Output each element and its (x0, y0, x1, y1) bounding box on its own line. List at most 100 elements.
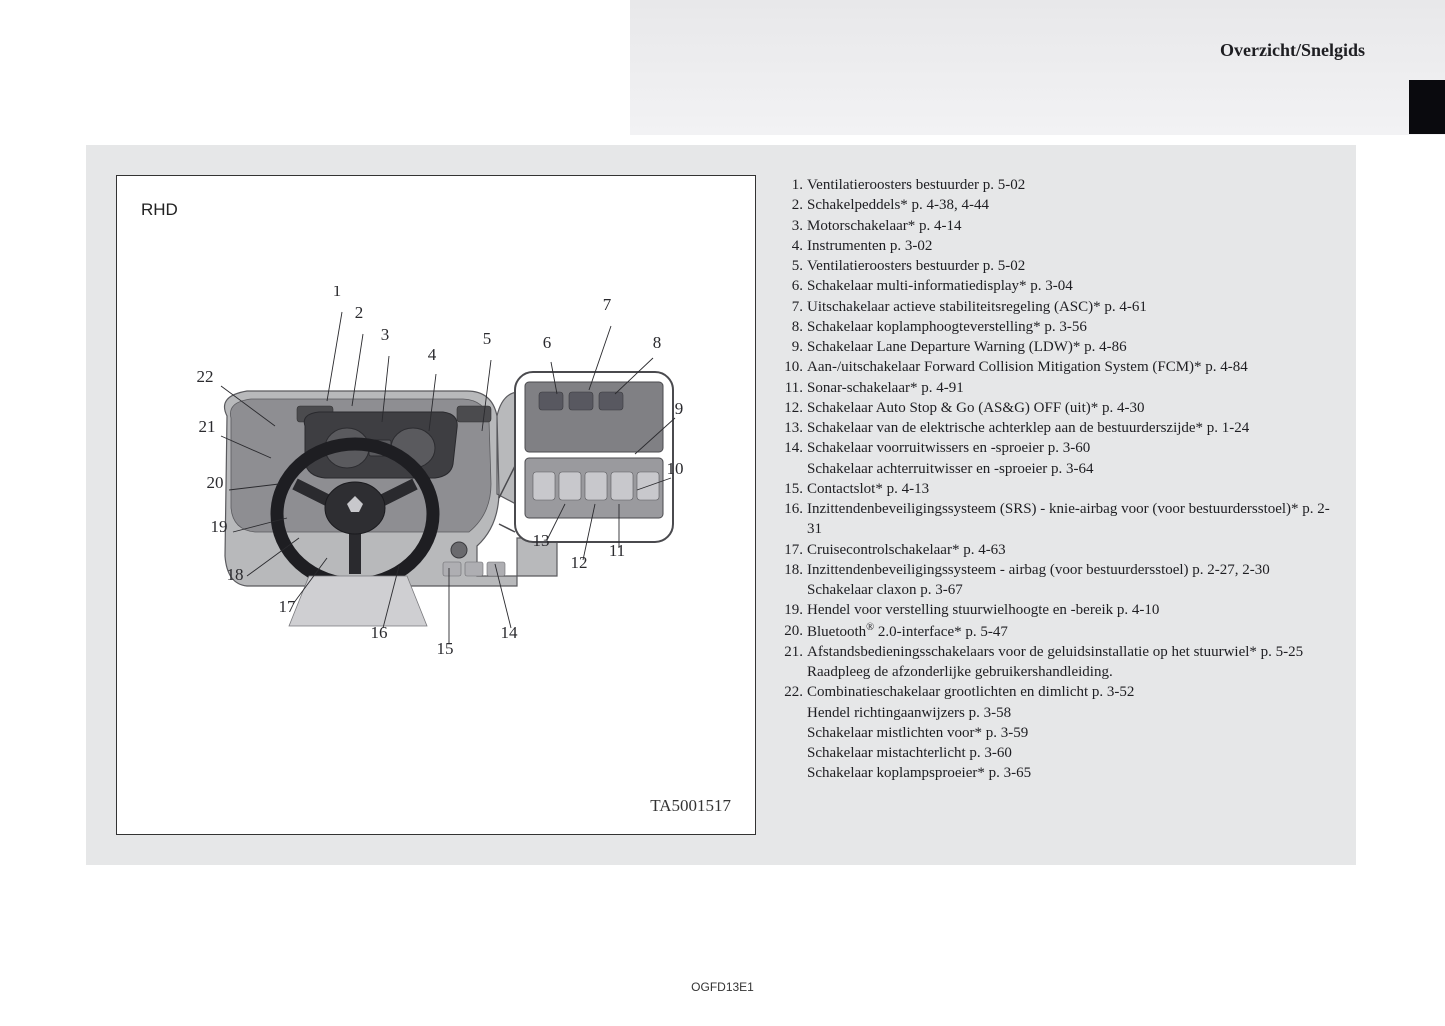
list-text: Instrumenten p. 3-02 (807, 236, 1337, 256)
list-text: Aan-/uitschakelaar Forward Collision Mit… (807, 357, 1337, 377)
list-item: Raadpleeg de afzonderlijke gebruikershan… (807, 662, 1337, 682)
svg-text:17: 17 (279, 597, 297, 616)
list-number: 11. (775, 378, 803, 398)
list-item: 21.Afstandsbedieningsschakelaars voor de… (775, 642, 1337, 662)
list-item: 1.Ventilatieroosters bestuurder p. 5-02 (775, 175, 1337, 195)
list-number: 18. (775, 560, 803, 580)
list-text: Inzittendenbeveiligingssysteem - airbag … (807, 560, 1337, 580)
list-number: 21. (775, 642, 803, 662)
list-text: Schakelaar Auto Stop & Go (AS&G) OFF (ui… (807, 398, 1337, 418)
top-gray-band (630, 0, 1445, 135)
svg-text:22: 22 (197, 367, 214, 386)
list-item: Schakelaar mistachterlicht p. 3-60 (807, 743, 1337, 763)
list-number: 19. (775, 600, 803, 620)
list-number: 7. (775, 297, 803, 317)
svg-text:18: 18 (227, 565, 244, 584)
list-text: Schakelaar voorruitwissers en -sproeier … (807, 438, 1337, 458)
list-text: Ventilatieroosters bestuurder p. 5-02 (807, 256, 1337, 276)
list-number: 1. (775, 175, 803, 195)
list-item: Schakelaar koplampsproeier* p. 3-65 (807, 763, 1337, 783)
list-number: 14. (775, 438, 803, 458)
svg-text:10: 10 (667, 459, 684, 478)
list-number: 2. (775, 195, 803, 215)
page-title: Overzicht/Snelgids (1220, 40, 1365, 61)
list-text: Schakelpeddels* p. 4-38, 4-44 (807, 195, 1337, 215)
diagram-ref-code: TA5001517 (650, 796, 731, 816)
list-item: 18.Inzittendenbeveiligingssysteem - airb… (775, 560, 1337, 580)
list-text: Bluetooth® 2.0-interface* p. 5-47 (807, 621, 1337, 642)
list-number: 4. (775, 236, 803, 256)
list-item: Schakelaar claxon p. 3-67 (807, 580, 1337, 600)
list-item: 5.Ventilatieroosters bestuurder p. 5-02 (775, 256, 1337, 276)
list-text: Sonar-schakelaar* p. 4-91 (807, 378, 1337, 398)
footer-code: OGFD13E1 (691, 980, 754, 994)
svg-text:8: 8 (653, 333, 662, 352)
section-tab (1409, 80, 1445, 134)
svg-text:20: 20 (207, 473, 224, 492)
list-number: 16. (775, 499, 803, 540)
list-text: Afstandsbedieningsschakelaars voor de ge… (807, 642, 1337, 662)
list-number: 6. (775, 276, 803, 296)
list-item: 2.Schakelpeddels* p. 4-38, 4-44 (775, 195, 1337, 215)
list-number: 15. (775, 479, 803, 499)
svg-text:14: 14 (501, 623, 519, 642)
svg-text:1: 1 (333, 286, 342, 300)
list-text: Ventilatieroosters bestuurder p. 5-02 (807, 175, 1337, 195)
list-item: 15.Contactslot* p. 4-13 (775, 479, 1337, 499)
dashboard-diagram: 12345678910111213141516171819202122 (147, 286, 727, 746)
list-item: 16.Inzittendenbeveiligingssysteem (SRS) … (775, 499, 1337, 540)
svg-text:12: 12 (571, 553, 588, 572)
list-number: 8. (775, 317, 803, 337)
list-item: 19.Hendel voor verstelling stuurwielhoog… (775, 600, 1337, 620)
list-number: 9. (775, 337, 803, 357)
list-item: 6.Schakelaar multi-informatiedisplay* p.… (775, 276, 1337, 296)
svg-text:6: 6 (543, 333, 552, 352)
list-item: Hendel richtingaanwijzers p. 3-58 (807, 703, 1337, 723)
list-number: 13. (775, 418, 803, 438)
list-item: 12.Schakelaar Auto Stop & Go (AS&G) OFF … (775, 398, 1337, 418)
list-item: 14.Schakelaar voorruitwissers en -sproei… (775, 438, 1337, 458)
list-item: 3.Motorschakelaar* p. 4-14 (775, 216, 1337, 236)
list-item: 11.Sonar-schakelaar* p. 4-91 (775, 378, 1337, 398)
svg-text:2: 2 (355, 303, 364, 322)
svg-text:9: 9 (675, 399, 684, 418)
list-text: Contactslot* p. 4-13 (807, 479, 1337, 499)
list-item: 8.Schakelaar koplamphoogteverstelling* p… (775, 317, 1337, 337)
list-text: Combinatieschakelaar grootlichten en dim… (807, 682, 1337, 702)
list-item: 17.Cruisecontrolschakelaar* p. 4-63 (775, 540, 1337, 560)
list-item: 10.Aan-/uitschakelaar Forward Collision … (775, 357, 1337, 377)
list-item: Schakelaar mistlichten voor* p. 3-59 (807, 723, 1337, 743)
list-text: Motorschakelaar* p. 4-14 (807, 216, 1337, 236)
list-item: 13.Schakelaar van de elektrische achterk… (775, 418, 1337, 438)
list-item: 4.Instrumenten p. 3-02 (775, 236, 1337, 256)
svg-text:4: 4 (428, 345, 437, 364)
list-item: 9.Schakelaar Lane Departure Warning (LDW… (775, 337, 1337, 357)
list-item: 20.Bluetooth® 2.0-interface* p. 5-47 (775, 621, 1337, 642)
list-text: Inzittendenbeveiligingssysteem (SRS) - k… (807, 499, 1337, 540)
rhd-label: RHD (141, 200, 178, 220)
svg-text:11: 11 (609, 541, 625, 560)
svg-text:7: 7 (603, 295, 612, 314)
list-text: Schakelaar Lane Departure Warning (LDW)*… (807, 337, 1337, 357)
list-text: Cruisecontrolschakelaar* p. 4-63 (807, 540, 1337, 560)
diagram-box: RHD (116, 175, 756, 835)
list-number: 5. (775, 256, 803, 276)
list-text: Schakelaar koplamphoogteverstelling* p. … (807, 317, 1337, 337)
list-text: Schakelaar multi-informatiedisplay* p. 3… (807, 276, 1337, 296)
svg-text:19: 19 (211, 517, 228, 536)
list-number: 22. (775, 682, 803, 702)
svg-text:5: 5 (483, 329, 492, 348)
list-number: 12. (775, 398, 803, 418)
list-item: 22.Combinatieschakelaar grootlichten en … (775, 682, 1337, 702)
svg-text:3: 3 (381, 325, 390, 344)
list-number: 10. (775, 357, 803, 377)
svg-text:13: 13 (533, 531, 550, 550)
svg-text:21: 21 (199, 417, 216, 436)
list-text: Hendel voor verstelling stuurwielhoogte … (807, 600, 1337, 620)
list-item: 7.Uitschakelaar actieve stabiliteitsrege… (775, 297, 1337, 317)
list-text: Uitschakelaar actieve stabiliteitsregeli… (807, 297, 1337, 317)
svg-text:16: 16 (371, 623, 388, 642)
svg-text:15: 15 (437, 639, 454, 658)
list-text: Schakelaar van de elektrische achterklep… (807, 418, 1337, 438)
list-number: 17. (775, 540, 803, 560)
